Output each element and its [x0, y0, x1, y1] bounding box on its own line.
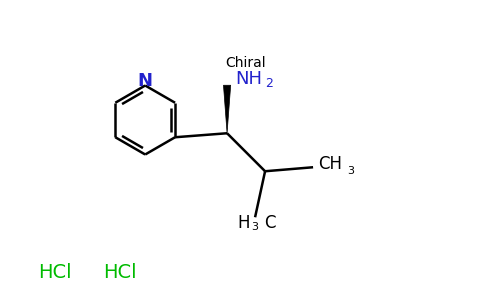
Text: 3: 3: [347, 166, 354, 176]
Text: C: C: [264, 214, 275, 232]
Text: HCl: HCl: [103, 262, 137, 281]
Text: N: N: [138, 73, 152, 91]
Text: 2: 2: [265, 77, 273, 90]
Text: HCl: HCl: [38, 262, 72, 281]
Text: CH: CH: [318, 155, 342, 173]
Text: 3: 3: [251, 222, 258, 232]
Text: H: H: [238, 214, 250, 232]
Text: Chiral: Chiral: [225, 56, 265, 70]
Text: NH: NH: [235, 70, 262, 88]
Polygon shape: [224, 85, 231, 133]
